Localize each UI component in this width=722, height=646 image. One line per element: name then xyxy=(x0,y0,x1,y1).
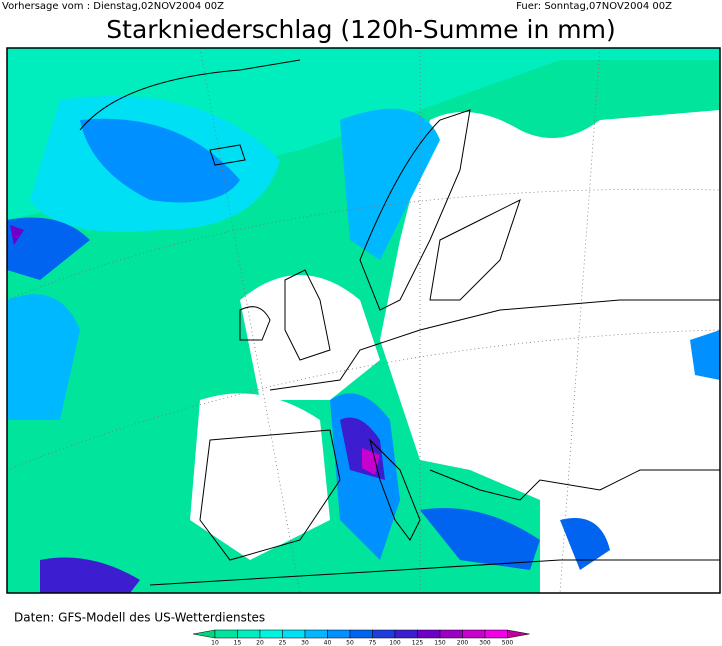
legend-swatch xyxy=(462,629,486,639)
legend-swatch xyxy=(417,629,441,639)
legend-swatch xyxy=(304,629,328,639)
legend-swatch xyxy=(439,629,463,639)
precip-area xyxy=(420,508,540,570)
legend-label: 500 xyxy=(502,640,514,646)
precip-area xyxy=(10,225,24,245)
legend: 10 15 20 25 30 40 50 75 100 125 150 200 300 500 xyxy=(192,629,530,646)
data-source: Daten: GFS-Modell des US-Wetterdienstes xyxy=(14,611,265,625)
dry-area xyxy=(240,275,380,400)
legend-label: 20 xyxy=(256,640,264,646)
dry-area xyxy=(190,393,330,560)
legend-label: 150 xyxy=(434,640,446,646)
precip-area xyxy=(7,217,90,280)
precip-area xyxy=(40,557,140,593)
precip-area xyxy=(340,108,440,260)
legend-swatch xyxy=(237,629,261,639)
map-frame xyxy=(6,47,721,594)
legend-swatch xyxy=(259,629,283,639)
precip-area xyxy=(7,294,80,420)
legend-swatch xyxy=(394,629,418,639)
legend-swatch xyxy=(372,629,396,639)
precip-area xyxy=(690,330,720,380)
legend-label: 50 xyxy=(346,640,354,646)
legend-swatch xyxy=(192,629,216,639)
graticule xyxy=(7,48,720,593)
legend-label: 100 xyxy=(389,640,401,646)
issued-label: Vorhersage vom : Dienstag,02NOV2004 00Z xyxy=(2,1,224,12)
legend-label: 40 xyxy=(324,640,332,646)
legend-label: 125 xyxy=(412,640,424,646)
legend-swatch xyxy=(507,629,530,639)
precip-area xyxy=(80,118,240,203)
legend-swatch xyxy=(327,629,351,639)
legend-label: 25 xyxy=(279,640,287,646)
legend-label: 15 xyxy=(234,640,242,646)
precip-area xyxy=(560,518,610,570)
legend-label: 10 xyxy=(211,640,219,646)
legend-swatch xyxy=(349,629,373,639)
legend-label: 300 xyxy=(479,640,491,646)
legend-label: 75 xyxy=(369,640,377,646)
legend-swatch xyxy=(282,629,306,639)
legend-label: 200 xyxy=(457,640,469,646)
valid-label: Fuer: Sonntag,07NOV2004 00Z xyxy=(516,1,672,12)
legend-swatch xyxy=(484,629,508,639)
map-title: Starkniederschlag (120h-Summe in mm) xyxy=(106,15,615,44)
legend-swatch xyxy=(214,629,238,639)
map xyxy=(6,47,721,594)
precip-area xyxy=(362,448,380,475)
coastlines xyxy=(79,59,720,586)
legend-label: 30 xyxy=(301,640,309,646)
